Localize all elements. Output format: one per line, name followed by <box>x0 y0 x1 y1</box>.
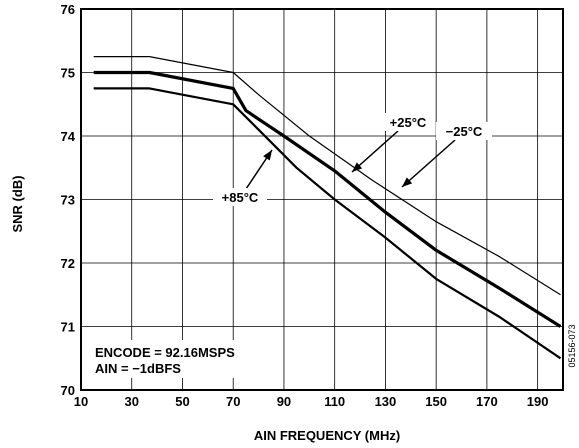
plus25-arrow-line <box>351 130 399 173</box>
series-line-2 <box>93 87 562 360</box>
plus85-label-bg <box>213 188 267 206</box>
plus25-arrow-head <box>352 162 363 172</box>
y-tick-0: 70 <box>61 383 75 398</box>
plus25-label-bg <box>381 113 435 131</box>
ain-note: AIN = −1dBFS <box>95 361 181 376</box>
x-tick-4: 90 <box>277 394 291 409</box>
x-tick-1: 30 <box>125 394 139 409</box>
x-tick-3: 70 <box>226 394 240 409</box>
y-axis-label: SNR (dB) <box>10 175 25 232</box>
x-tick-0: 10 <box>74 394 88 409</box>
x-tick-2: 50 <box>175 394 189 409</box>
plot-frame <box>80 8 564 391</box>
plus85-label: +85°C <box>222 190 259 205</box>
series-lines <box>93 55 562 360</box>
y-tick-5: 75 <box>61 66 75 81</box>
minus25-arrow-line <box>401 139 456 188</box>
grid <box>81 9 563 390</box>
x-tick-8: 170 <box>476 394 498 409</box>
minus25-label: −25°C <box>446 124 483 139</box>
x-tick-5: 110 <box>324 394 345 409</box>
y-tick-labels: 70 71 72 73 74 75 76 <box>61 2 76 398</box>
minus25-arrow-head <box>402 177 413 187</box>
plus25-label: +25°C <box>390 115 427 130</box>
y-tick-2: 72 <box>61 256 75 271</box>
x-tick-7: 150 <box>425 394 447 409</box>
y-tick-6: 76 <box>61 2 75 17</box>
plus85-arrow-head <box>263 150 272 161</box>
notes-bg <box>91 340 276 378</box>
y-tick-4: 74 <box>61 129 76 144</box>
series-line-1 <box>93 70 562 328</box>
encode-note: ENCODE = 92.16MSPS <box>95 345 235 360</box>
x-tick-labels: 10 30 50 70 90 110 130 150 170 190 <box>74 394 549 409</box>
y-tick-1: 71 <box>61 320 75 335</box>
x-axis-label: AIN FREQUENCY (MHz) <box>254 428 400 443</box>
series-line-0 <box>93 55 561 296</box>
annotation-arrows <box>245 130 456 190</box>
y-tick-3: 73 <box>61 193 75 208</box>
x-tick-6: 130 <box>375 394 397 409</box>
x-tick-9: 190 <box>527 394 549 409</box>
figure-id: 05156-073 <box>567 324 577 367</box>
minus25-label-bg <box>436 122 492 140</box>
